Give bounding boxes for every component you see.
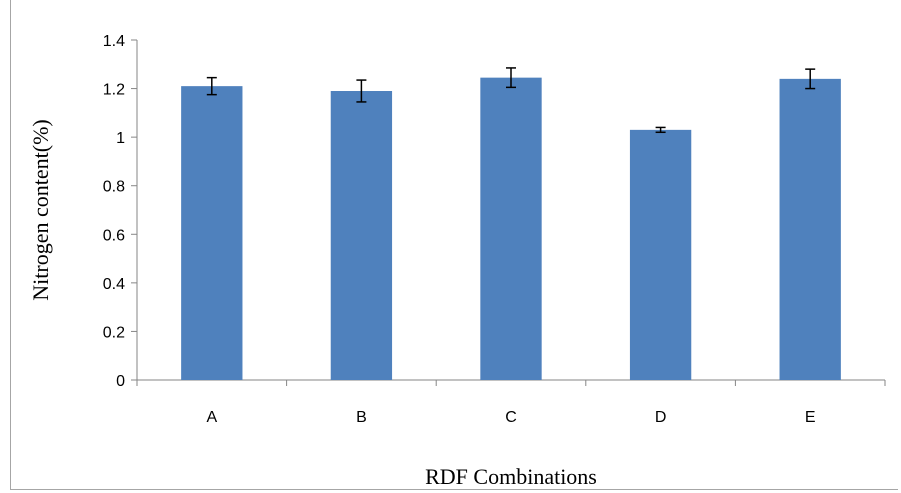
y-tick-label: 1.4 <box>103 33 125 50</box>
x-axis-title: RDF Combinations <box>425 464 597 489</box>
bar-d <box>629 129 692 380</box>
x-tick-label: B <box>356 409 367 426</box>
x-tick-label: E <box>805 409 816 426</box>
y-tick-label: 0.8 <box>103 179 125 196</box>
bar-e <box>779 78 841 380</box>
y-axis-title: Nitrogen content(%) <box>28 119 53 300</box>
y-axis: 0 0.2 0.4 0.6 0.8 1 1.2 1.4 <box>103 33 138 390</box>
y-tick-label: 0.6 <box>103 227 125 244</box>
y-tick-label: 0 <box>116 373 125 390</box>
y-tick-label: 0.4 <box>103 276 125 293</box>
y-tick-label: 1.2 <box>103 82 125 99</box>
chart-frame <box>10 0 898 490</box>
x-tick-label: D <box>655 409 667 426</box>
bar-a <box>181 86 243 381</box>
x-tick-label: A <box>206 409 217 426</box>
error-bars-group <box>206 67 816 134</box>
bars-group <box>181 77 841 381</box>
y-tick-label: 0.2 <box>103 324 125 341</box>
bar-c <box>480 77 542 381</box>
bar-b <box>330 91 393 380</box>
x-tick-label: C <box>505 409 517 426</box>
y-tick-label: 1 <box>116 130 125 147</box>
x-axis: A B C D E <box>136 379 886 426</box>
